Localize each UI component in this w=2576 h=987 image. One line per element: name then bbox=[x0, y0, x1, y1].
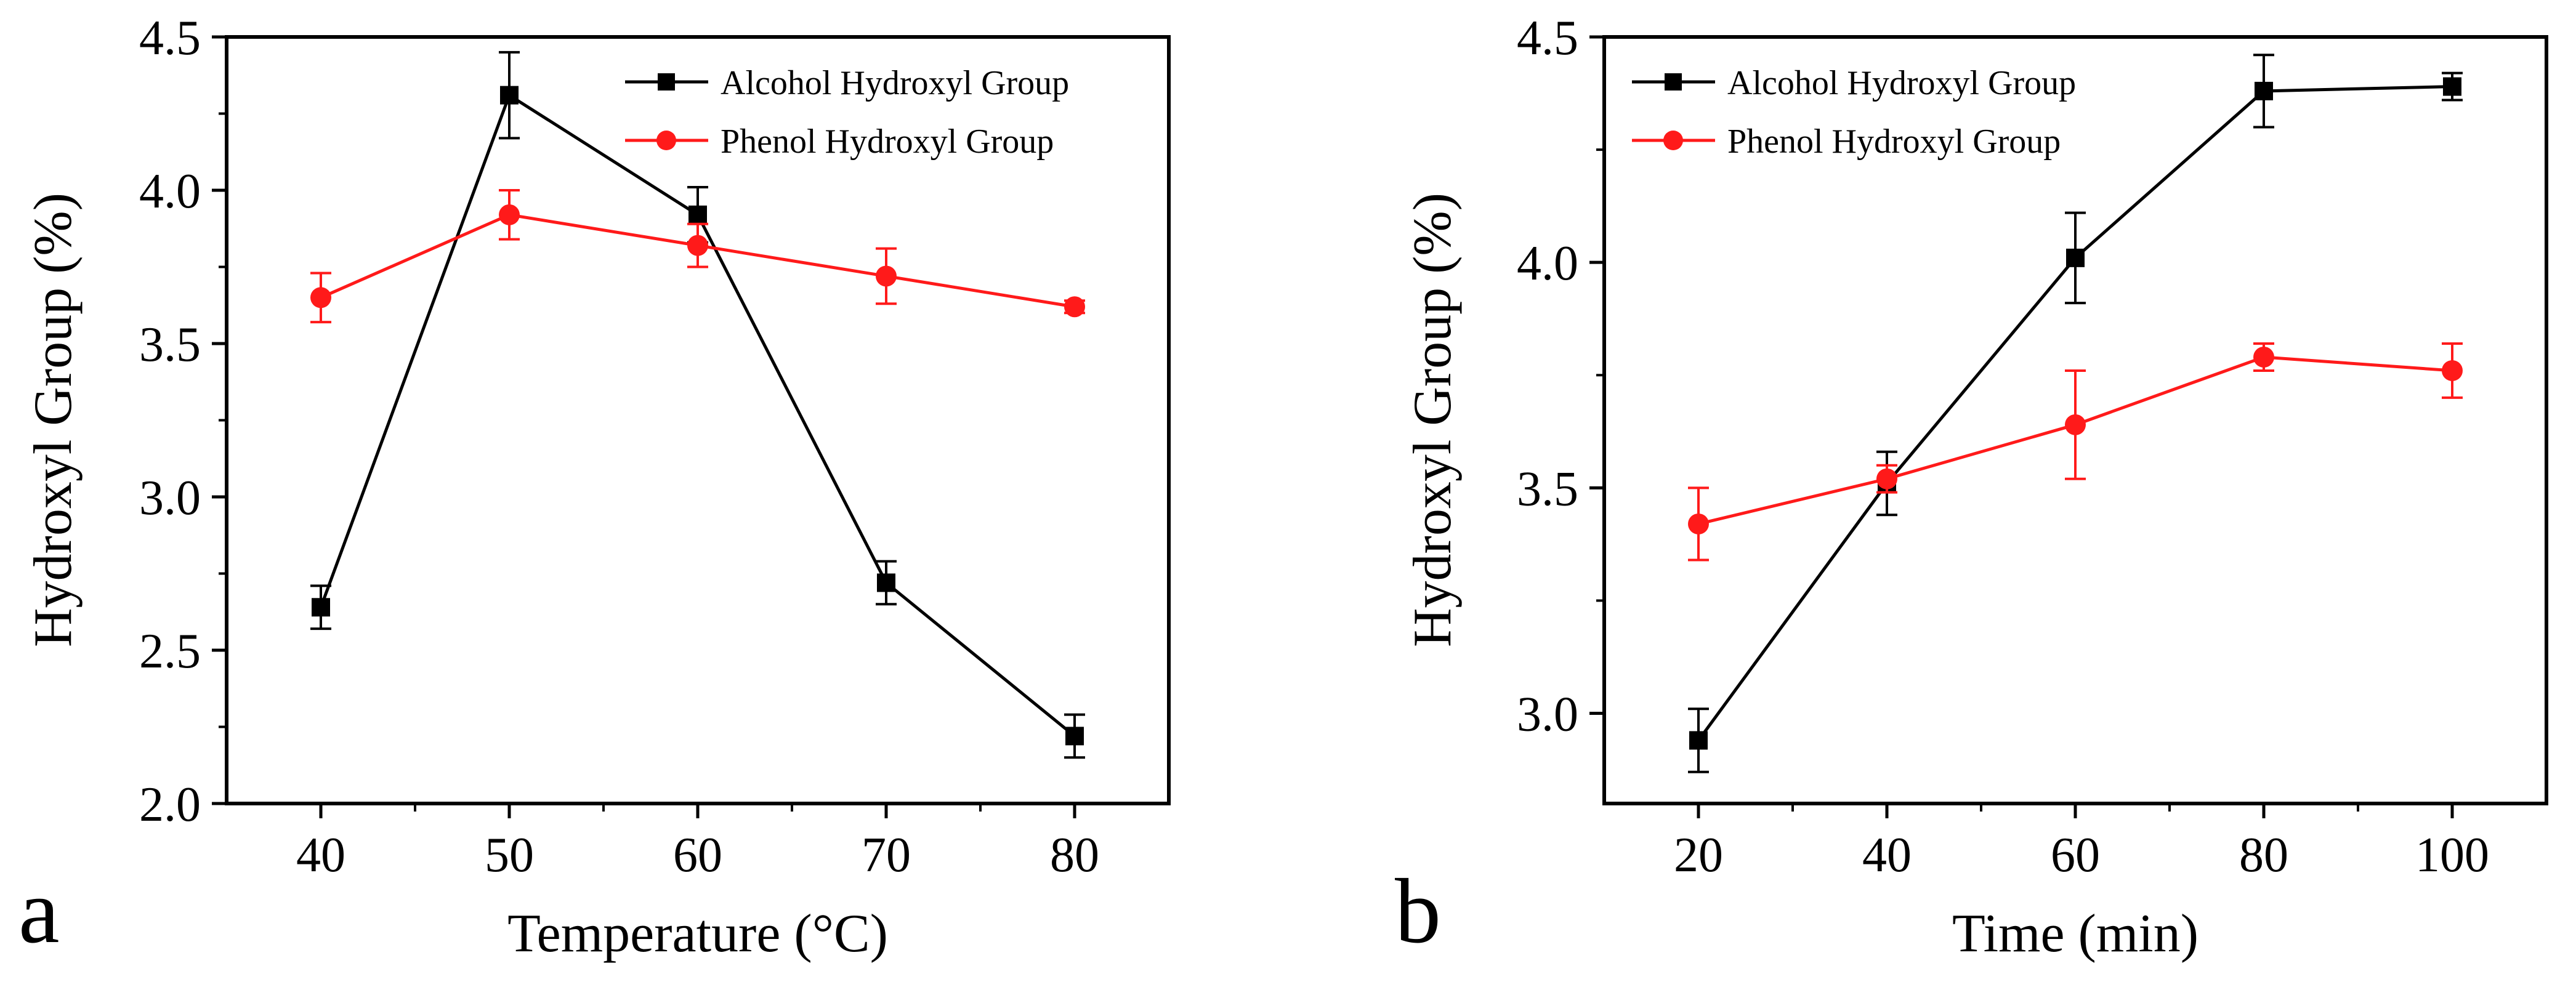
x-axis-ticks: 20 40 60 80 100 bbox=[1674, 804, 2489, 882]
data-point-series-1 bbox=[2066, 248, 2085, 267]
legend: Alcohol Hydroxyl Group Phenol Hydroxyl G… bbox=[625, 64, 1069, 161]
y-axis-ticks: 2.0 2.5 3.0 3.5 4.0 4.5 bbox=[139, 11, 227, 832]
y-tick-label: 4.0 bbox=[139, 164, 201, 219]
x-axis-title: Temperature (°C) bbox=[507, 904, 888, 964]
data-point-series-2 bbox=[687, 235, 708, 256]
x-tick-label: 50 bbox=[485, 828, 534, 882]
x-tick-label: 80 bbox=[2239, 828, 2288, 882]
y-tick-label: 3.0 bbox=[1517, 688, 1578, 742]
legend-marker-series-1 bbox=[1665, 73, 1682, 91]
x-tick-label: 40 bbox=[1862, 828, 1912, 882]
data-point-series-1 bbox=[1689, 731, 1708, 750]
chart-panel-a: 40 50 60 70 80 2.0 2.5 3.0 3.5 4.0 4.5 Alcohol Hy… bbox=[18, 11, 1171, 964]
y-tick-label: 4.5 bbox=[139, 11, 201, 65]
y-axis-ticks: 3.0 3.5 4.0 4.5 bbox=[1517, 11, 1604, 742]
legend-label-series-2: Phenol Hydroxyl Group bbox=[1727, 123, 2061, 161]
data-point-series-1 bbox=[1065, 727, 1084, 746]
x-axis-title: Time (min) bbox=[1952, 904, 2198, 964]
data-point-series-2 bbox=[1064, 296, 1085, 318]
data-point-series-2 bbox=[876, 265, 897, 287]
legend-marker-series-1 bbox=[658, 73, 675, 91]
y-tick-label: 2.0 bbox=[139, 778, 201, 832]
data-point-series-2 bbox=[310, 287, 331, 308]
legend: Alcohol Hydroxyl Group Phenol Hydroxyl G… bbox=[1632, 64, 2076, 161]
x-tick-label: 60 bbox=[2051, 828, 2100, 882]
data-point-series-1 bbox=[2255, 81, 2273, 100]
data-marks bbox=[310, 50, 1085, 759]
data-point-series-1 bbox=[312, 598, 330, 617]
legend-label-series-1: Alcohol Hydroxyl Group bbox=[1727, 64, 2076, 102]
y-tick-label: 3.0 bbox=[139, 471, 201, 525]
x-tick-label: 60 bbox=[673, 828, 722, 882]
y-tick-label: 4.5 bbox=[1517, 11, 1578, 65]
y-tick-label: 4.0 bbox=[1517, 236, 1578, 291]
x-tick-label: 40 bbox=[296, 828, 345, 882]
y-tick-label: 3.5 bbox=[1517, 462, 1578, 516]
data-point-series-1 bbox=[877, 573, 895, 592]
data-point-series-2 bbox=[2065, 414, 2086, 435]
panel-label-a: a bbox=[18, 860, 60, 962]
data-point-series-2 bbox=[2253, 346, 2274, 368]
data-point-series-1 bbox=[688, 205, 707, 224]
data-point-series-2 bbox=[1876, 468, 1897, 489]
legend-label-series-2: Phenol Hydroxyl Group bbox=[721, 123, 1054, 161]
legend-marker-series-2 bbox=[656, 131, 676, 150]
y-tick-label: 3.5 bbox=[139, 318, 201, 372]
legend-label-series-1: Alcohol Hydroxyl Group bbox=[721, 64, 1069, 102]
x-tick-label: 100 bbox=[2415, 828, 2489, 882]
panel-label-b: b bbox=[1395, 860, 1441, 962]
data-marks bbox=[1688, 54, 2463, 773]
data-point-series-2 bbox=[499, 204, 520, 225]
x-tick-label: 20 bbox=[1674, 828, 1723, 882]
y-axis-title: Hydroxyl Group (%) bbox=[1403, 193, 1463, 647]
data-point-series-2 bbox=[1688, 513, 1709, 534]
data-point-series-1 bbox=[500, 86, 519, 105]
chart-panel-b: 20 40 60 80 100 3.0 3.5 4.0 4.5 Alcohol Hydroxy… bbox=[1395, 11, 2548, 964]
data-point-series-2 bbox=[2442, 360, 2463, 381]
y-tick-label: 2.5 bbox=[139, 624, 201, 679]
legend-marker-series-2 bbox=[1663, 131, 1683, 150]
data-point-series-1 bbox=[2443, 77, 2461, 96]
x-tick-label: 80 bbox=[1050, 828, 1099, 882]
x-tick-label: 70 bbox=[862, 828, 911, 882]
y-axis-title: Hydroxyl Group (%) bbox=[23, 193, 83, 647]
x-axis-ticks: 40 50 60 70 80 bbox=[296, 804, 1099, 882]
